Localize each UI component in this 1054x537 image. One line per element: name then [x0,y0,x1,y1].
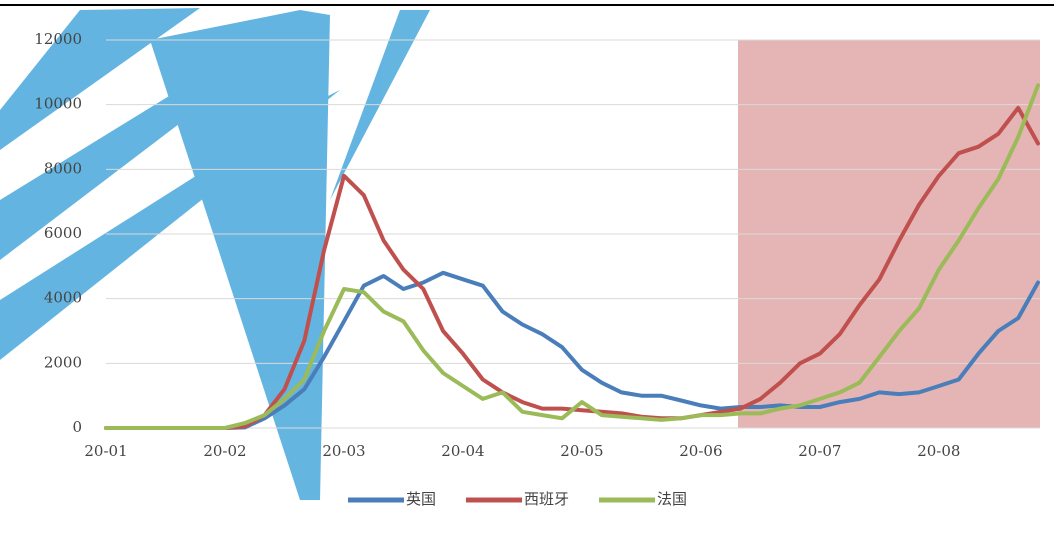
x-tick-label: 20-07 [798,442,841,460]
x-tick-label: 20-03 [322,442,365,460]
x-tick-label: 20-04 [441,442,484,460]
series-line [104,270,1040,430]
legend-label: 法国 [657,490,687,508]
series-line [104,83,1040,430]
x-tick-label: 20-05 [560,442,603,460]
x-tick-label: 20-06 [679,442,722,460]
legend-label: 英国 [406,490,436,508]
x-tick-label: 20-08 [917,442,960,460]
y-tick-label: 0 [72,418,82,436]
y-tick-label: 10000 [34,95,82,113]
y-tick-label: 8000 [44,159,82,177]
y-tick-label: 6000 [44,224,82,242]
legend-label: 西班牙 [524,490,569,508]
x-tick-label: 20-01 [84,442,127,460]
y-tick-label: 4000 [44,289,82,307]
x-tick-label: 20-02 [203,442,246,460]
y-tick-label: 2000 [44,353,82,371]
y-tick-label: 12000 [34,30,82,48]
